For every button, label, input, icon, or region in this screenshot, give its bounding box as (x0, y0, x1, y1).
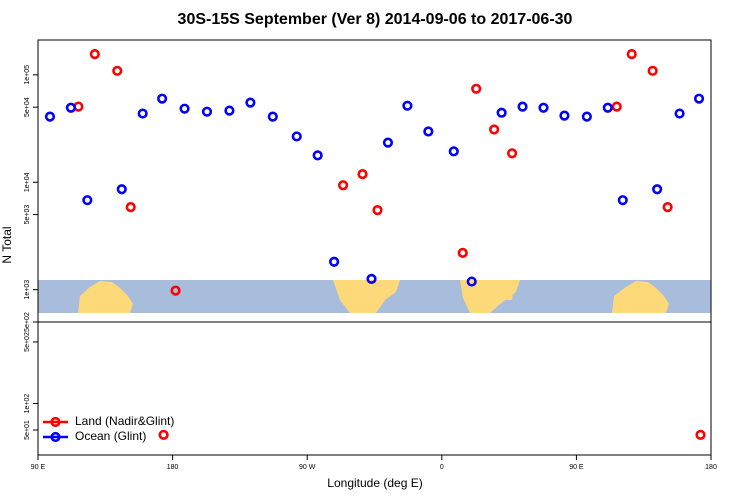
y-tick-label: 1e+04 (24, 172, 31, 192)
data-point (137, 108, 148, 119)
x-axis-label: Longitude (deg E) (327, 476, 422, 490)
data-point (112, 65, 123, 76)
data-point (647, 65, 658, 76)
x-tick-label: 90 E (31, 464, 46, 471)
data-point (291, 131, 302, 142)
data-point (402, 100, 413, 111)
legend-label: Ocean (Glint) (75, 429, 146, 443)
data-point (581, 111, 592, 122)
x-tick-label: 0 (440, 464, 444, 471)
chart-title: 30S-15S September (Ver 8) 2014-09-06 to … (178, 11, 573, 28)
data-point (652, 184, 663, 195)
data-point (506, 148, 518, 159)
y-tick-label: 1e+03 (24, 280, 31, 300)
data-point (617, 195, 628, 206)
data-point (662, 202, 673, 213)
y-tick-label: 1e+02 (24, 394, 31, 414)
data-point (457, 247, 468, 258)
y-tick-label: 5e+04 (24, 97, 31, 117)
data-point (357, 169, 368, 180)
data-point (329, 256, 340, 267)
data-point (65, 102, 77, 113)
data-point (89, 48, 100, 60)
data-point (224, 105, 235, 116)
x-tick-label: 90 W (299, 464, 316, 471)
data-point (517, 101, 528, 112)
data-point (170, 285, 181, 296)
data-point (466, 276, 477, 287)
legend-swatch-marker (50, 431, 61, 443)
data-point (125, 202, 136, 213)
data-point (471, 83, 482, 94)
data-point (201, 106, 213, 117)
data-point (382, 137, 394, 148)
data-point (245, 97, 256, 108)
data-point (372, 205, 383, 216)
data-point (44, 111, 56, 122)
x-tick-label: 180 (167, 464, 179, 471)
data-point (116, 184, 127, 195)
x-tick-label: 90 E (569, 464, 584, 471)
legend-swatch-marker (50, 416, 61, 428)
data-point (337, 180, 349, 191)
y-tick-label: 5e+03 (24, 205, 31, 225)
plot-frame (37, 39, 712, 456)
data-point (695, 429, 706, 440)
data-point (158, 429, 169, 440)
data-point (559, 110, 570, 121)
data-point (312, 150, 323, 161)
data-point (626, 48, 637, 60)
y-tick-label: 5e+02 (24, 332, 31, 352)
y-tick-label: 5e+01 (24, 420, 31, 440)
y-tick-label: 5e+02 (24, 312, 31, 332)
y-tick-label: 1e+05 (24, 65, 31, 85)
data-point (82, 195, 93, 206)
data-point (423, 126, 434, 137)
x-tick-label: 180 (705, 464, 717, 471)
map-background (38, 280, 711, 313)
y-axis-label: N Total (0, 226, 14, 263)
data-point (538, 102, 549, 113)
data-point (366, 273, 377, 284)
data-point (693, 93, 705, 104)
data-point (611, 101, 622, 112)
data-point (674, 108, 685, 119)
data-point (496, 107, 507, 118)
data-point (267, 111, 278, 122)
data-point (157, 93, 168, 104)
data-point (448, 146, 459, 157)
data-point (602, 102, 613, 113)
data-point (489, 124, 500, 135)
legend-label: Land (Nadir&Glint) (75, 414, 174, 428)
data-point (179, 103, 190, 114)
